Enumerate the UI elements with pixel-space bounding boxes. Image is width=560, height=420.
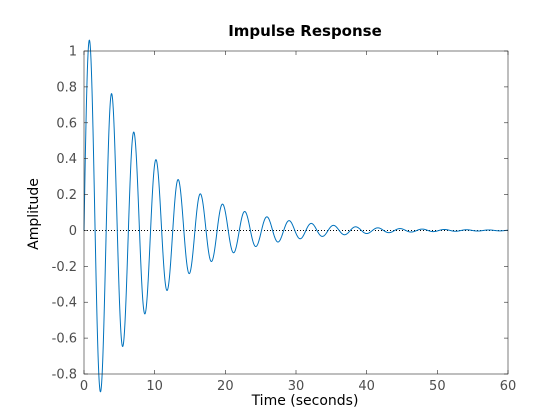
y-tick-label: 0 — [69, 224, 77, 239]
y-tick-label: -0.4 — [52, 296, 77, 311]
plot-area — [84, 51, 508, 374]
y-tick-label: -0.6 — [52, 332, 77, 347]
y-tick-label: 0.6 — [56, 116, 77, 131]
x-tick-label: 0 — [80, 379, 88, 394]
y-tick-label: 1 — [69, 45, 77, 60]
y-tick-label: -0.2 — [52, 260, 77, 275]
impulse-response-line — [83, 39, 509, 393]
x-tick-label: 50 — [429, 379, 446, 394]
x-tick-label: 60 — [500, 379, 517, 394]
y-tick-label: -0.8 — [52, 368, 77, 383]
y-axis-label: Amplitude — [26, 178, 42, 250]
x-tick-label: 40 — [358, 379, 375, 394]
x-tick-label: 10 — [146, 379, 163, 394]
chart-title: Impulse Response — [228, 22, 382, 40]
x-tick-label: 20 — [217, 379, 234, 394]
x-axis-label: Time (seconds) — [251, 393, 359, 409]
y-tick-label: 0.4 — [56, 152, 77, 167]
x-tick-label: 30 — [288, 379, 305, 394]
y-tick-label: 0.2 — [56, 188, 77, 203]
y-tick-label: 0.8 — [56, 80, 77, 95]
